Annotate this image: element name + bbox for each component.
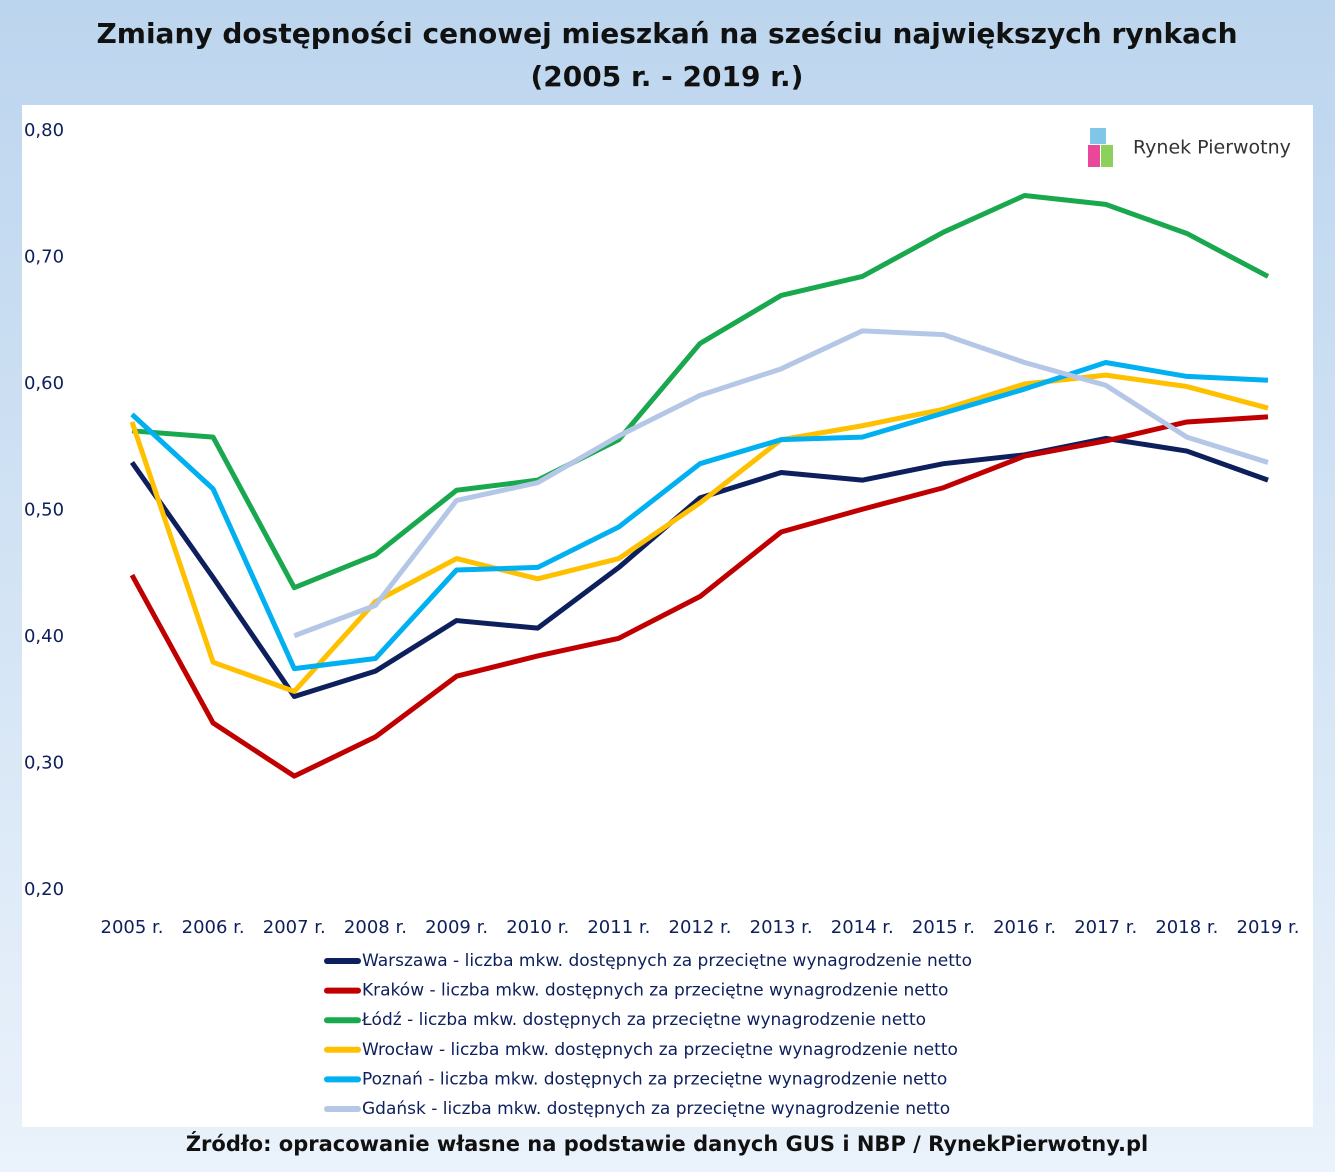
legend-label: Poznań - liczba mkw. dostępnych za przec… [362,1069,947,1089]
y-tick-label: 0,80 [24,120,64,141]
y-tick-label: 0,40 [24,626,64,647]
x-tick-label: 2007 r. [263,917,326,938]
x-tick-label: 2011 r. [587,917,650,938]
x-tick-label: 2018 r. [1155,917,1218,938]
y-tick-label: 0,30 [24,753,64,774]
legend-label: Kraków - liczba mkw. dostępnych za przec… [362,981,948,1001]
series-line [129,414,1269,779]
legend-label: Wrocław - liczba mkw. dostępnych za prze… [362,1040,958,1060]
chart-subtitle: (2005 r. - 2019 r.) [531,60,804,93]
series-line [130,359,1269,672]
x-tick-label: 2014 r. [831,917,894,938]
x-tick-label: 2015 r. [912,917,975,938]
chart-title: Zmiany dostępności cenowej mieszkań na s… [96,17,1237,50]
legend-label: Gdańsk - liczba mkw. dostępnych za przec… [362,1099,950,1119]
x-tick-label: 2005 r. [101,917,164,938]
logo [1088,128,1113,167]
x-tick-label: 2016 r. [993,917,1056,938]
legend-label: Łódź - liczba mkw. dostępnych za przecię… [361,1010,926,1030]
y-tick-label: 0,50 [24,500,64,521]
x-tick-label: 2006 r. [182,917,245,938]
watermark: Rynek Pierwotny [1133,137,1291,159]
logo-cube [1090,128,1106,144]
y-tick-label: 0,70 [24,247,64,268]
x-tick-label: 2013 r. [750,917,813,938]
legend-label: Warszawa - liczba mkw. dostępnych za prz… [362,951,972,971]
y-tick-label: 0,20 [24,879,64,900]
logo-cube [1088,145,1100,167]
x-tick-label: 2017 r. [1074,917,1137,938]
series-line [293,328,1269,639]
series-line [131,193,1270,591]
logo-cube [1101,145,1113,167]
x-tick-label: 2012 r. [669,917,732,938]
x-tick-label: 2008 r. [344,917,407,938]
source-note: Źródło: opracowanie własne na podstawie … [186,1131,1148,1156]
y-tick-label: 0,60 [24,373,64,394]
x-tick-label: 2019 r. [1237,917,1300,938]
x-tick-label: 2010 r. [506,917,569,938]
x-tick-label: 2009 r. [425,917,488,938]
